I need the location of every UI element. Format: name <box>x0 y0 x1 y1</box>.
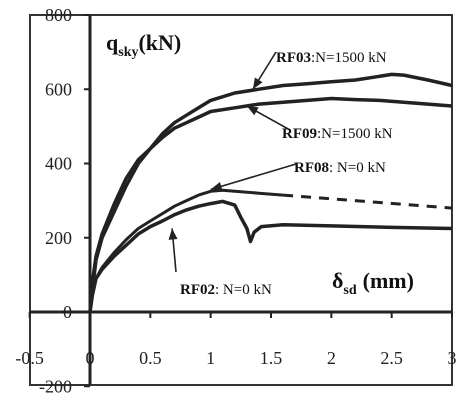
annotation-rf09-rest: :N=1500 kN <box>317 126 393 142</box>
annotation-arrow-rf08 <box>210 163 297 191</box>
annotation-arrowhead-rf08 <box>210 182 223 191</box>
x-axis-title-unit: (mm) <box>363 268 414 293</box>
y-axis-title-unit: (kN) <box>138 30 181 55</box>
x-tick-label-4: 1.5 <box>260 348 283 368</box>
annotation-rf02: RF02: N=0 kN <box>180 282 272 298</box>
x-tick-label-6: 2.5 <box>380 348 403 368</box>
annotation-rf08: RF08: N=0 kN <box>294 160 386 176</box>
series-line-rf03 <box>88 72 453 313</box>
annotation-arrowhead-rf09 <box>246 105 259 116</box>
y-tick-label-2: 200 <box>45 228 72 248</box>
x-axis-title-main: δ <box>332 268 343 293</box>
y-axis-title-main: q <box>106 30 119 55</box>
x-tick-label-0: -0.5 <box>15 348 44 368</box>
annotation-rf08-bold: RF08 <box>294 160 329 176</box>
annotation-arrows <box>168 51 297 273</box>
x-tick-label-7: 3 <box>448 348 457 368</box>
x-tick-label-2: 0.5 <box>139 348 162 368</box>
x-tick-label-3: 1 <box>206 348 215 368</box>
annotation-rf08-rest: : N=0 kN <box>329 160 386 176</box>
y-tick-label-1: 0 <box>63 302 72 322</box>
annotation-rf02-rest: : N=0 kN <box>215 282 272 298</box>
annotation-arrowhead-rf02 <box>168 228 178 240</box>
y-axis-title: qsky(kN) <box>106 30 181 60</box>
series-line-rf02 <box>88 199 453 313</box>
plot-frame <box>29 14 453 386</box>
annotation-rf09-bold: RF09 <box>282 126 317 142</box>
annotation-arrowhead-rf03 <box>252 77 263 90</box>
x-axis-title: δsd (mm) <box>332 268 414 298</box>
annotation-rf03-bold: RF03 <box>276 50 311 66</box>
y-ticks: -200 0 200 400 600 800 <box>39 5 90 396</box>
x-tick-label-1: 0 <box>86 348 95 368</box>
annotation-rf09: RF09:N=1500 kN <box>282 126 393 142</box>
y-tick-label-0: -200 <box>39 376 72 396</box>
y-tick-label-4: 600 <box>45 79 72 99</box>
x-tick-label-5: 2 <box>327 348 336 368</box>
series-line-rf09 <box>88 96 453 313</box>
x-ticks: -0.5 0 0.5 1 1.5 2 2.5 3 <box>15 312 457 368</box>
x-axis-title-sub: sd <box>343 283 356 298</box>
series-layer <box>88 72 453 313</box>
y-tick-label-5: 800 <box>45 5 72 25</box>
series-line-rf08-dashed <box>282 193 453 210</box>
y-tick-label-3: 400 <box>45 154 72 174</box>
y-axis-title-sub: sky <box>118 45 138 60</box>
annotation-rf03-rest: :N=1500 kN <box>311 50 387 66</box>
annotation-rf02-bold: RF02 <box>180 282 215 298</box>
annotation-rf03: RF03:N=1500 kN <box>276 50 387 66</box>
